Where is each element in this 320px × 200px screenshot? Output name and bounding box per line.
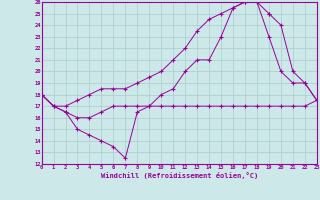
X-axis label: Windchill (Refroidissement éolien,°C): Windchill (Refroidissement éolien,°C) <box>100 172 258 179</box>
